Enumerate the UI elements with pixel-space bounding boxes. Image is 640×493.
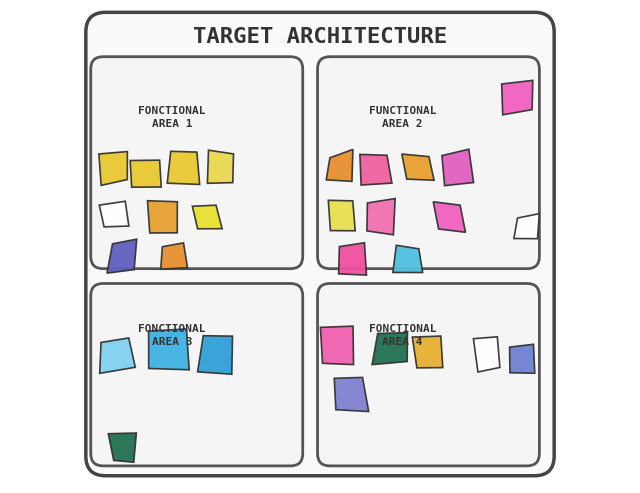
Polygon shape xyxy=(502,80,533,115)
Polygon shape xyxy=(433,202,465,232)
Polygon shape xyxy=(198,336,232,374)
Polygon shape xyxy=(328,200,355,231)
Polygon shape xyxy=(161,243,188,269)
Text: FUNCTIONAL
AREA 2: FUNCTIONAL AREA 2 xyxy=(369,106,436,129)
Polygon shape xyxy=(509,344,535,373)
FancyBboxPatch shape xyxy=(317,283,540,466)
FancyBboxPatch shape xyxy=(86,12,554,476)
Polygon shape xyxy=(402,154,434,180)
Polygon shape xyxy=(339,243,367,275)
Polygon shape xyxy=(334,378,369,412)
Polygon shape xyxy=(412,336,443,368)
Polygon shape xyxy=(100,338,135,373)
Polygon shape xyxy=(130,160,161,187)
Text: FONCTIONAL
AREA 3: FONCTIONAL AREA 3 xyxy=(138,324,205,347)
Polygon shape xyxy=(360,154,392,185)
FancyBboxPatch shape xyxy=(91,283,303,466)
Polygon shape xyxy=(393,246,422,273)
Polygon shape xyxy=(321,326,353,365)
Polygon shape xyxy=(442,149,474,186)
Polygon shape xyxy=(207,150,234,183)
Polygon shape xyxy=(99,201,129,227)
Polygon shape xyxy=(99,151,127,185)
Text: FONCTIONAL
AREA 1: FONCTIONAL AREA 1 xyxy=(138,106,205,129)
Polygon shape xyxy=(514,213,540,239)
FancyBboxPatch shape xyxy=(317,57,540,269)
Text: FONCTIONAL
AREA 4: FONCTIONAL AREA 4 xyxy=(369,324,436,347)
Polygon shape xyxy=(474,337,500,372)
Polygon shape xyxy=(367,199,395,235)
FancyBboxPatch shape xyxy=(91,57,303,269)
Text: TARGET ARCHITECTURE: TARGET ARCHITECTURE xyxy=(193,27,447,47)
Polygon shape xyxy=(107,239,137,273)
Polygon shape xyxy=(148,329,189,370)
Polygon shape xyxy=(167,151,200,184)
Polygon shape xyxy=(193,205,222,229)
Polygon shape xyxy=(147,201,177,233)
Polygon shape xyxy=(108,433,136,462)
Polygon shape xyxy=(326,149,353,181)
Polygon shape xyxy=(372,333,408,365)
